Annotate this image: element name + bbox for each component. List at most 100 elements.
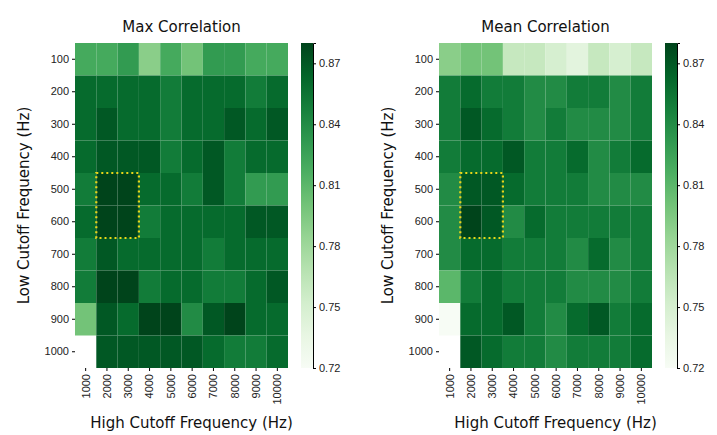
x-tick: [556, 368, 557, 371]
y-tick: [72, 189, 75, 190]
y-tick-label: 400: [415, 150, 433, 162]
heatmap-cell: [482, 173, 503, 206]
heatmap-cell: [96, 336, 117, 369]
heatmap-cell: [160, 76, 181, 109]
colorbar-tick: [313, 124, 316, 125]
y-tick-label: 900: [415, 313, 433, 325]
y-tick-label: 800: [51, 280, 69, 292]
heatmap-cell: [503, 238, 524, 271]
heatmap-cell: [182, 271, 203, 304]
x-tick: [256, 368, 257, 371]
cells: [439, 43, 652, 368]
y-axis: 1002003004005006007008009001000: [45, 53, 75, 358]
heatmap-cell: [460, 43, 481, 76]
heatmap-cell: [118, 271, 139, 304]
x-tick: [620, 368, 621, 371]
x-tick-label: 3000: [486, 374, 498, 398]
heatmap-cell: [267, 76, 288, 109]
heatmap-cell: [118, 303, 139, 336]
x-axis-label: High Cutoff Frequency (Hz): [90, 414, 293, 432]
heatmap-cell: [482, 43, 503, 76]
heatmap-cell: [182, 336, 203, 369]
heatmap-cell: [160, 271, 181, 304]
heatmap-cell: [503, 76, 524, 109]
x-tick: [234, 368, 235, 371]
heatmap-cell: [224, 173, 245, 206]
highlight-box: [460, 173, 503, 238]
heatmap-cell: [588, 141, 609, 174]
heatmap-cell: [482, 271, 503, 304]
heatmap-cell: [267, 271, 288, 304]
heatmap-cell: [524, 76, 545, 109]
highlight-box: [96, 173, 139, 238]
heatmap-cell: [609, 303, 630, 336]
x-tick-label: 6000: [186, 374, 198, 398]
x-tick-label: 5000: [529, 374, 541, 398]
heatmap-cell: [631, 173, 652, 206]
x-tick-label: 4000: [143, 374, 155, 398]
heatmap-cell: [160, 303, 181, 336]
heatmap-cell: [182, 238, 203, 271]
heatmap-panel: 1000200030004000500060007000800090001000…: [15, 18, 340, 432]
heatmap-cell: [224, 303, 245, 336]
heatmap-cell: [96, 141, 117, 174]
heatmap-cell: [460, 271, 481, 304]
x-tick-label: 1000: [444, 374, 456, 398]
y-tick: [436, 156, 439, 157]
y-tick-label: 1000: [409, 345, 433, 357]
heatmap-cell: [245, 271, 266, 304]
heatmap-cell: [139, 76, 160, 109]
x-tick-label: 3000: [122, 374, 134, 398]
heatmap-cell: [588, 76, 609, 109]
heatmap-cell: [267, 206, 288, 239]
heatmap-cell: [139, 271, 160, 304]
x-tick-label: 9000: [614, 374, 626, 398]
heatmap-panel: 1000200030004000500060007000800090001000…: [379, 18, 704, 432]
x-tick-label: 1000: [80, 374, 92, 398]
x-tick-label: 8000: [593, 374, 605, 398]
heatmap-cell: [439, 238, 460, 271]
x-tick-label: 10000: [635, 374, 647, 405]
colorbar-axis: 0.720.750.780.810.840.87: [677, 44, 704, 375]
y-tick-label: 500: [51, 183, 69, 195]
heatmap-cell: [96, 108, 117, 141]
x-tick: [213, 368, 214, 371]
x-tick: [598, 368, 599, 371]
heatmap-cell: [224, 238, 245, 271]
heatmap-cell: [609, 173, 630, 206]
heatmap-cell: [118, 238, 139, 271]
heatmap-cell: [588, 336, 609, 369]
heatmap-cell: [546, 206, 567, 239]
chart-title: Max Correlation: [122, 18, 241, 36]
heatmap-cell: [609, 271, 630, 304]
heatmap-cell: [139, 206, 160, 239]
heatmap-cell: [482, 141, 503, 174]
x-tick: [192, 368, 193, 371]
y-tick: [436, 351, 439, 352]
colorbar-tick: [677, 307, 680, 308]
heatmap-cell: [609, 238, 630, 271]
heatmap-cell: [182, 173, 203, 206]
heatmap-cell: [524, 303, 545, 336]
heatmap-cell: [524, 43, 545, 76]
heatmap-cell: [524, 108, 545, 141]
heatmap-cell: [460, 206, 481, 239]
heatmap-cell: [482, 303, 503, 336]
colorbar-tick: [313, 246, 316, 247]
heatmap-cell: [267, 108, 288, 141]
heatmap-cell: [567, 108, 588, 141]
heatmap-cell: [567, 271, 588, 304]
heatmap-cell: [439, 141, 460, 174]
y-tick-label: 700: [51, 248, 69, 260]
heatmap-cell: [588, 238, 609, 271]
heatmap-cell: [96, 303, 117, 336]
y-tick-label: 100: [51, 53, 69, 65]
heatmap-cell: [546, 141, 567, 174]
y-axis: 1002003004005006007008009001000: [409, 53, 439, 358]
heatmap-cell: [546, 108, 567, 141]
y-tick: [436, 221, 439, 222]
heatmap-cell: [118, 336, 139, 369]
heatmap-cell: [567, 206, 588, 239]
heatmap-cell: [524, 206, 545, 239]
heatmap-cell: [203, 238, 224, 271]
